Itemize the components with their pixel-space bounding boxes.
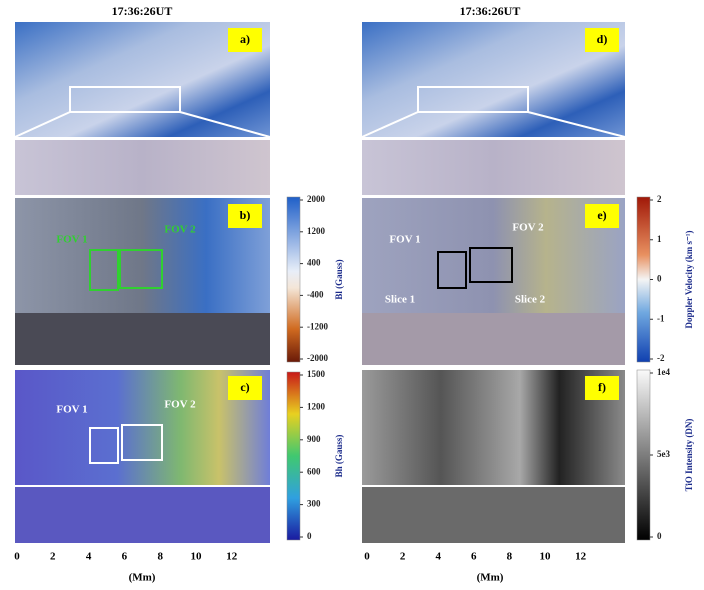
panel-label: d) <box>597 32 608 46</box>
colorbar-tick-label: 1200 <box>307 226 326 236</box>
colorbar-tick-label: 300 <box>307 499 321 509</box>
x-tick-label: 8 <box>507 551 513 563</box>
annotation: FOV 1 <box>56 234 87 246</box>
x-tick-label: 2 <box>50 551 56 563</box>
colorbar-tick-label: 5e3 <box>657 449 670 459</box>
colorbar-tick-label: -1200 <box>307 321 328 331</box>
colorbar-tick-label: -2000 <box>307 353 328 363</box>
colorbar-tick-label: 1200 <box>307 401 326 411</box>
colorbar <box>637 197 650 362</box>
x-tick-label: 0 <box>14 551 20 563</box>
colorbar-tick-label: 2000 <box>307 194 326 204</box>
colorbar-tick-label: 1 <box>657 234 662 244</box>
figure: 17:36:26UT 17:36:26UT a) b) FOV 1 FOV 2 c) FOV … <box>0 0 704 590</box>
panel-label: c) <box>240 380 249 394</box>
colorbar-tick-label: 0 <box>307 531 312 541</box>
x-tick-label: 4 <box>86 551 92 563</box>
x-tick-label: 12 <box>575 551 587 563</box>
x-tick-label: 6 <box>122 551 128 563</box>
colorbar-tick-label: 900 <box>307 434 321 444</box>
colorbar-label: Bh (Gauss) <box>334 435 344 478</box>
x-tick-label: 10 <box>540 551 552 563</box>
x-axis-label: (Mm) <box>477 572 504 584</box>
x-tick-label: 4 <box>435 551 441 563</box>
x-tick-label: 10 <box>191 551 203 563</box>
colorbar <box>287 197 300 362</box>
colorbar-tick-label: 400 <box>307 258 321 268</box>
annotation: Slice 2 <box>515 294 546 306</box>
colorbar-tick-label: 600 <box>307 466 321 476</box>
colorbar <box>637 370 650 540</box>
annotation: FOV 2 <box>164 224 196 236</box>
colorbar-tick-label: 2 <box>657 194 662 204</box>
x-tick-label: 8 <box>157 551 163 563</box>
panel-label: f) <box>598 380 606 394</box>
colorbar-tick-label: -400 <box>307 289 324 299</box>
annotation: FOV 1 <box>56 404 87 416</box>
colorbar-tick-label: -2 <box>657 353 665 363</box>
x-axis-label: (Mm) <box>129 572 156 584</box>
x-tick-label: 2 <box>400 551 406 563</box>
image-layer <box>15 22 625 543</box>
colorbar-tick-label: 0 <box>657 531 662 541</box>
annotation: FOV 1 <box>389 234 420 246</box>
colorbar-label: TiO Intensity (DN) <box>684 419 694 492</box>
panel-label: a) <box>240 32 250 46</box>
panel-label: e) <box>597 208 606 222</box>
colorbar <box>287 372 300 540</box>
x-tick-label: 6 <box>471 551 477 563</box>
annotation: FOV 2 <box>512 222 544 234</box>
colorbar-tick-label: -1 <box>657 313 665 323</box>
column-title: 17:36:26UT <box>460 4 521 18</box>
x-tick-label: 12 <box>226 551 238 563</box>
annotation: Slice 1 <box>385 294 415 306</box>
annotation: FOV 2 <box>164 399 196 411</box>
panel-label: b) <box>240 208 251 222</box>
colorbar-label: Bl (Gauss) <box>334 259 344 299</box>
colorbar-label: Doppler Velocity (km s⁻¹) <box>684 230 694 328</box>
colorbar-tick-label: 0 <box>657 274 662 284</box>
column-title: 17:36:26UT <box>112 4 173 18</box>
colorbar-tick-label: 1e4 <box>657 367 670 377</box>
colorbar-tick-label: 1500 <box>307 369 326 379</box>
x-tick-label: 0 <box>364 551 370 563</box>
